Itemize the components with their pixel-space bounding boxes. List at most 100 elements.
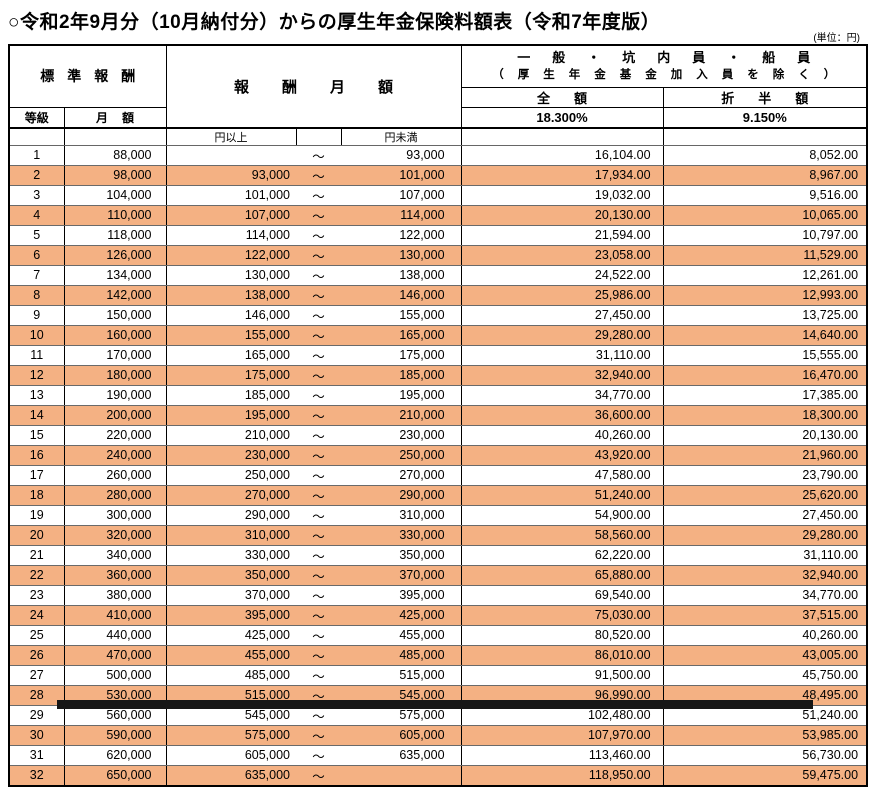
table-row: 16 240,000 230,000 ～ 250,000 43,920.00 21,960.…	[8, 444, 868, 466]
half-premium-cell: 12,993.00	[662, 284, 868, 306]
full-premium-cell: 17,934.00	[460, 164, 664, 186]
full-premium-cell: 20,130.00	[460, 204, 664, 226]
range-to-cell: 155,000	[341, 304, 462, 326]
table-row: 11 170,000 165,000 ～ 175,000 31,110.00 15,555.…	[8, 344, 868, 366]
table-row: 12 180,000 175,000 ～ 185,000 32,940.00 16,470.…	[8, 364, 868, 386]
full-premium-cell: 32,940.00	[460, 364, 664, 386]
grade-cell: 9	[8, 304, 65, 326]
table-row: 3 104,000 101,000 ～ 107,000 19,032.00 9,516.00	[8, 184, 868, 206]
half-premium-cell: 27,450.00	[662, 504, 868, 526]
half-premium-cell: 11,529.00	[662, 244, 868, 266]
empty-cell	[460, 127, 664, 146]
full-premium-cell: 58,560.00	[460, 524, 664, 546]
range-to-cell: 635,000	[341, 744, 462, 766]
tilde-separator: ～	[296, 164, 341, 186]
half-premium-cell: 14,640.00	[662, 324, 868, 346]
tilde-separator: ～	[296, 244, 341, 266]
half-premium-cell: 43,005.00	[662, 644, 868, 666]
tilde-separator: ～	[296, 424, 341, 446]
table-row: 23 380,000 370,000 ～ 395,000 69,540.00 34,770.…	[8, 584, 868, 606]
grade-cell: 26	[8, 644, 65, 666]
empty-cell	[662, 127, 868, 146]
grade-cell: 11	[8, 344, 65, 366]
range-to-cell: 350,000	[341, 544, 462, 566]
range-from-cell: 146,000	[165, 304, 296, 326]
full-premium-cell: 24,522.00	[460, 264, 664, 286]
monthly-amount-cell: 320,000	[63, 524, 167, 546]
label-yen-less-than: 円未満	[340, 127, 462, 146]
grade-cell: 16	[8, 444, 65, 466]
range-from-cell: 155,000	[165, 324, 296, 346]
empty-cell	[8, 127, 65, 146]
range-from-cell: 122,000	[165, 244, 296, 266]
table-row: 18 280,000 270,000 ～ 290,000 51,240.00 25,620.…	[8, 484, 868, 506]
table-row: 19 300,000 290,000 ～ 310,000 54,900.00 27,450.…	[8, 504, 868, 526]
range-from-cell: 114,000	[165, 224, 296, 246]
range-to-cell: 250,000	[341, 444, 462, 466]
full-premium-cell: 21,594.00	[460, 224, 664, 246]
range-to-cell: 425,000	[341, 604, 462, 626]
monthly-amount-cell: 500,000	[63, 664, 167, 686]
range-to-cell: 101,000	[341, 164, 462, 186]
range-to-cell: 485,000	[341, 644, 462, 666]
monthly-amount-cell: 360,000	[63, 564, 167, 586]
range-to-cell: 395,000	[341, 584, 462, 606]
half-premium-cell: 10,065.00	[662, 204, 868, 226]
tilde-separator: ～	[296, 724, 341, 746]
table-row: 10 160,000 155,000 ～ 165,000 29,280.00 14,640.…	[8, 324, 868, 346]
bottom-bar	[57, 700, 813, 709]
tilde-separator: ～	[296, 664, 341, 686]
half-premium-cell: 25,620.00	[662, 484, 868, 506]
full-premium-cell: 40,260.00	[460, 424, 664, 446]
tilde-separator: ～	[296, 604, 341, 626]
range-to-cell: 290,000	[341, 484, 462, 506]
tilde-separator: ～	[296, 544, 341, 566]
grade-cell: 30	[8, 724, 65, 746]
range-from-cell: 270,000	[165, 484, 296, 506]
table-row: 25 440,000 425,000 ～ 455,000 80,520.00 40,260.…	[8, 624, 868, 646]
table-row: 4 110,000 107,000 ～ 114,000 20,130.00 10,065.0…	[8, 204, 868, 226]
full-premium-cell: 16,104.00	[460, 144, 664, 166]
monthly-amount-cell: 180,000	[63, 364, 167, 386]
table-row: 22 360,000 350,000 ～ 370,000 65,880.00 32,940.…	[8, 564, 868, 586]
range-to-cell: 330,000	[341, 524, 462, 546]
table-row: 24 410,000 395,000 ～ 425,000 75,030.00 37,515.…	[8, 604, 868, 626]
header-half-amount: 折半額	[662, 86, 868, 108]
header-general-line2: （厚生年金基金加入員を除く）	[492, 68, 850, 81]
full-premium-cell: 25,986.00	[460, 284, 664, 306]
range-from-cell: 175,000	[165, 364, 296, 386]
full-premium-cell: 29,280.00	[460, 324, 664, 346]
range-to-cell: 515,000	[341, 664, 462, 686]
tilde-separator: ～	[296, 284, 341, 306]
half-premium-cell: 18,300.00	[662, 404, 868, 426]
table-row: 9 150,000 146,000 ～ 155,000 27,450.00 13,725.0…	[8, 304, 868, 326]
header-full-amount: 全額	[460, 86, 664, 108]
half-premium-cell: 12,261.00	[662, 264, 868, 286]
full-premium-cell: 86,010.00	[460, 644, 664, 666]
range-to-cell: 230,000	[341, 424, 462, 446]
tilde-separator: ～	[296, 564, 341, 586]
range-from-cell: 395,000	[165, 604, 296, 626]
range-from-cell: 195,000	[165, 404, 296, 426]
tilde-separator: ～	[296, 144, 341, 166]
table-row: 6 126,000 122,000 ～ 130,000 23,058.00 11,529.0…	[8, 244, 868, 266]
monthly-amount-cell: 150,000	[63, 304, 167, 326]
table-row: 14 200,000 195,000 ～ 210,000 36,600.00 18,300.…	[8, 404, 868, 426]
range-from-cell: 485,000	[165, 664, 296, 686]
grade-cell: 8	[8, 284, 65, 306]
tilde-separator: ～	[296, 624, 341, 646]
table-row: 8 142,000 138,000 ～ 146,000 25,986.00 12,993.0…	[8, 284, 868, 306]
grade-cell: 6	[8, 244, 65, 266]
header-monthly-amount: 月額	[63, 106, 167, 129]
half-premium-cell: 29,280.00	[662, 524, 868, 546]
range-from-cell: 165,000	[165, 344, 296, 366]
range-to-cell: 130,000	[341, 244, 462, 266]
monthly-amount-cell: 134,000	[63, 264, 167, 286]
half-premium-cell: 53,985.00	[662, 724, 868, 746]
range-to-cell: 107,000	[341, 184, 462, 206]
full-premium-cell: 19,032.00	[460, 184, 664, 206]
tilde-separator: ～	[296, 464, 341, 486]
grade-cell: 2	[8, 164, 65, 186]
table-row: 5 118,000 114,000 ～ 122,000 21,594.00 10,797.0…	[8, 224, 868, 246]
range-from-cell: 290,000	[165, 504, 296, 526]
